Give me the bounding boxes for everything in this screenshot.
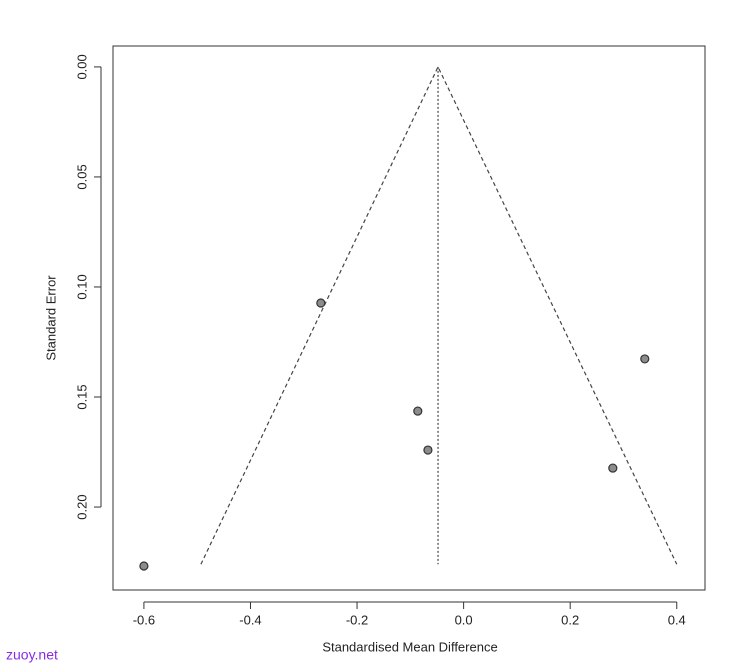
x-axis-label: Standardised Mean Difference (322, 639, 497, 654)
y-tick-label: 0.20 (74, 494, 89, 519)
y-tick-label: 0.05 (74, 164, 89, 189)
x-tick-label: 0.4 (668, 612, 686, 627)
x-tick-label: -0.2 (346, 612, 368, 627)
x-tick-label: -0.4 (239, 612, 261, 627)
point (413, 406, 423, 416)
watermark: zuoy.net (6, 647, 58, 663)
x-tick-label: 0.2 (561, 612, 579, 627)
y-tick-label: 0.10 (74, 274, 89, 299)
point (423, 445, 433, 455)
point (139, 561, 149, 571)
y-tick-label: 0.15 (74, 384, 89, 409)
point (640, 354, 650, 364)
funnel-line (200, 65, 678, 565)
point (608, 463, 618, 473)
x-tick-label: 0.0 (455, 612, 473, 627)
y-axis-label: Standard Error (43, 275, 58, 361)
point (316, 298, 326, 308)
x-tick-label: -0.6 (133, 612, 155, 627)
plot-frame (112, 45, 706, 591)
y-tick-label: 0.00 (74, 54, 89, 79)
